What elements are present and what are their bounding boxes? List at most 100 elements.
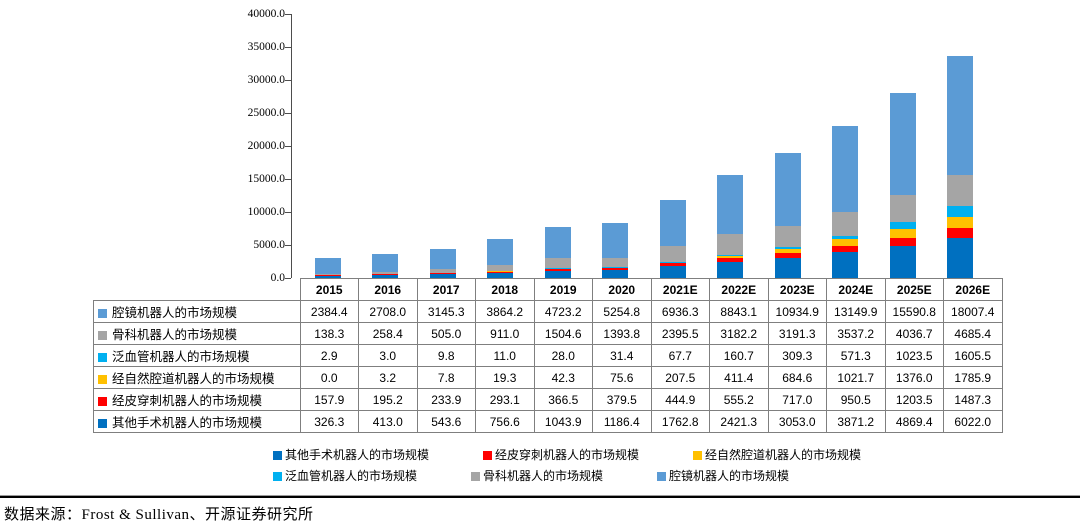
table-value-cell: 911.0 xyxy=(475,322,535,345)
legend-item: 骨科机器人的市场规模 xyxy=(471,467,603,484)
y-axis-tick-label: 30000.0 xyxy=(247,73,285,86)
series-color-swatch-icon xyxy=(98,375,107,384)
table-value-cell: 157.9 xyxy=(299,388,359,411)
bar-segment-2023E xyxy=(774,153,801,226)
bar-segment-2022E xyxy=(717,255,744,259)
table-value-cell: 326.3 xyxy=(299,410,359,433)
bar-segment-2016 xyxy=(372,274,399,276)
bar-segment-2017 xyxy=(429,248,456,270)
y-axis-tick-label: 15000.0 xyxy=(247,172,285,185)
bar-segment-2022E xyxy=(717,175,744,234)
bar-segment-2016 xyxy=(372,275,399,278)
bar-segment-2018 xyxy=(487,239,514,265)
table-year-header: 2025E xyxy=(884,278,944,301)
table-value-cell: 3.0 xyxy=(358,344,418,367)
bar-segment-2026E xyxy=(947,56,974,176)
legend-color-swatch-icon xyxy=(273,472,282,481)
footer-divider xyxy=(0,495,1080,498)
bar-segment-2020 xyxy=(602,270,629,278)
legend-item: 经自然腔道机器人的市场规模 xyxy=(693,446,861,463)
bar-segment-2024E xyxy=(832,252,859,278)
legend-color-swatch-icon xyxy=(471,472,481,481)
table-value-cell: 67.7 xyxy=(650,344,710,367)
table-value-cell: 195.2 xyxy=(358,388,418,411)
bar-segment-2021E xyxy=(659,262,686,264)
table-value-cell: 413.0 xyxy=(358,410,418,433)
bar-segment-2018 xyxy=(487,271,514,274)
bar-segment-2026E xyxy=(947,175,974,207)
bar-segment-2021E xyxy=(659,263,686,267)
bar-segment-2016 xyxy=(372,272,399,274)
table-value-cell: 1043.9 xyxy=(533,410,593,433)
table-year-header: 2026E xyxy=(943,278,1003,301)
table-row: 经自然腔道机器人的市场规模 0.0 3.2 7.8 19.3 42.3 75.6 207.5 4… xyxy=(93,366,1003,389)
table-header-row: 2015 2016 2017 2018 2019 2020 2021E 2022E 2023E 2… xyxy=(94,278,1003,301)
y-axis-tick-mark xyxy=(285,146,291,147)
table-value-cell: 19.3 xyxy=(475,366,535,389)
legend-item: 腔镜机器人的市场规模 xyxy=(657,467,789,484)
bar-segment-2024E xyxy=(832,246,859,253)
table-value-cell: 1762.8 xyxy=(650,410,710,433)
series-color-swatch-icon xyxy=(98,353,107,362)
table-value-cell: 258.4 xyxy=(358,322,418,345)
bar-segment-2020 xyxy=(602,267,629,271)
bar-segment-2026E xyxy=(947,216,974,229)
table-value-cell: 571.3 xyxy=(826,344,886,367)
table-value-cell: 3871.2 xyxy=(826,410,886,433)
table-value-cell: 717.0 xyxy=(767,388,827,411)
y-axis-tick-label: 25000.0 xyxy=(247,106,285,119)
bar-segment-2015 xyxy=(314,258,341,274)
bar-segment-2021E xyxy=(659,200,686,246)
table-value-cell: 42.3 xyxy=(533,366,593,389)
bar-segment-2016 xyxy=(372,254,399,273)
bar-segment-2022E xyxy=(717,254,744,256)
y-axis-tick-label: 20000.0 xyxy=(247,139,285,152)
bar-segment-2017 xyxy=(429,269,456,273)
y-axis-tick-mark xyxy=(285,47,291,48)
table-value-cell: 2395.5 xyxy=(650,322,710,345)
table-row-label: 其他手术机器人的市场规模 xyxy=(93,410,301,433)
bar-segment-2022E xyxy=(717,258,744,263)
chart-legend: 其他手术机器人的市场规模 经皮穿刺机器人的市场规模 经自然腔道机器人的市场规模 泛血管… xyxy=(273,446,861,488)
bar-segment-2024E xyxy=(832,235,859,240)
table-year-header: 2018 xyxy=(475,278,535,301)
series-color-swatch-icon xyxy=(98,331,107,340)
bar-segment-2023E xyxy=(774,225,801,247)
bar-segment-2026E xyxy=(947,206,974,217)
legend-item: 其他手术机器人的市场规模 xyxy=(273,446,429,463)
table-value-cell: 684.6 xyxy=(767,366,827,389)
table-value-cell: 379.5 xyxy=(592,388,652,411)
table-value-cell: 555.2 xyxy=(709,388,769,411)
table-value-cell: 3191.3 xyxy=(767,322,827,345)
table-year-header: 2016 xyxy=(358,278,418,301)
table-value-cell: 31.4 xyxy=(592,344,652,367)
legend-color-swatch-icon xyxy=(657,472,667,481)
table-value-cell: 3053.0 xyxy=(767,410,827,433)
bar-segment-2022E xyxy=(717,262,744,278)
table-value-cell: 4723.2 xyxy=(533,300,593,323)
table-row-label: 骨科机器人的市场规模 xyxy=(93,322,301,345)
table-value-cell: 138.3 xyxy=(299,322,359,345)
bar-segment-2022E xyxy=(717,233,744,255)
y-axis-tick-mark xyxy=(285,113,291,114)
table-value-cell: 1393.8 xyxy=(592,322,652,345)
bar-segment-2026E xyxy=(947,228,974,239)
table-value-cell: 1605.5 xyxy=(943,344,1003,367)
bar-segment-2023E xyxy=(774,248,801,254)
y-axis-tick-mark xyxy=(285,80,291,81)
plot-area xyxy=(299,14,989,278)
y-axis-tick-mark xyxy=(285,179,291,180)
bar-segment-2024E xyxy=(832,212,859,236)
table-value-cell: 4036.7 xyxy=(884,322,944,345)
y-axis-tick-label: 10000.0 xyxy=(247,205,285,218)
table-year-header: 2024E xyxy=(826,278,886,301)
table-value-cell: 10934.9 xyxy=(767,300,827,323)
table-row-label: 腔镜机器人的市场规模 xyxy=(93,300,301,323)
table-value-cell: 411.4 xyxy=(709,366,769,389)
bar-segment-2018 xyxy=(487,264,514,271)
bar-segment-2025E xyxy=(889,245,916,278)
bar-segment-2021E xyxy=(659,266,686,278)
table-value-cell: 233.9 xyxy=(416,388,476,411)
table-year-header: 2019 xyxy=(533,278,593,301)
table-value-cell: 11.0 xyxy=(475,344,535,367)
